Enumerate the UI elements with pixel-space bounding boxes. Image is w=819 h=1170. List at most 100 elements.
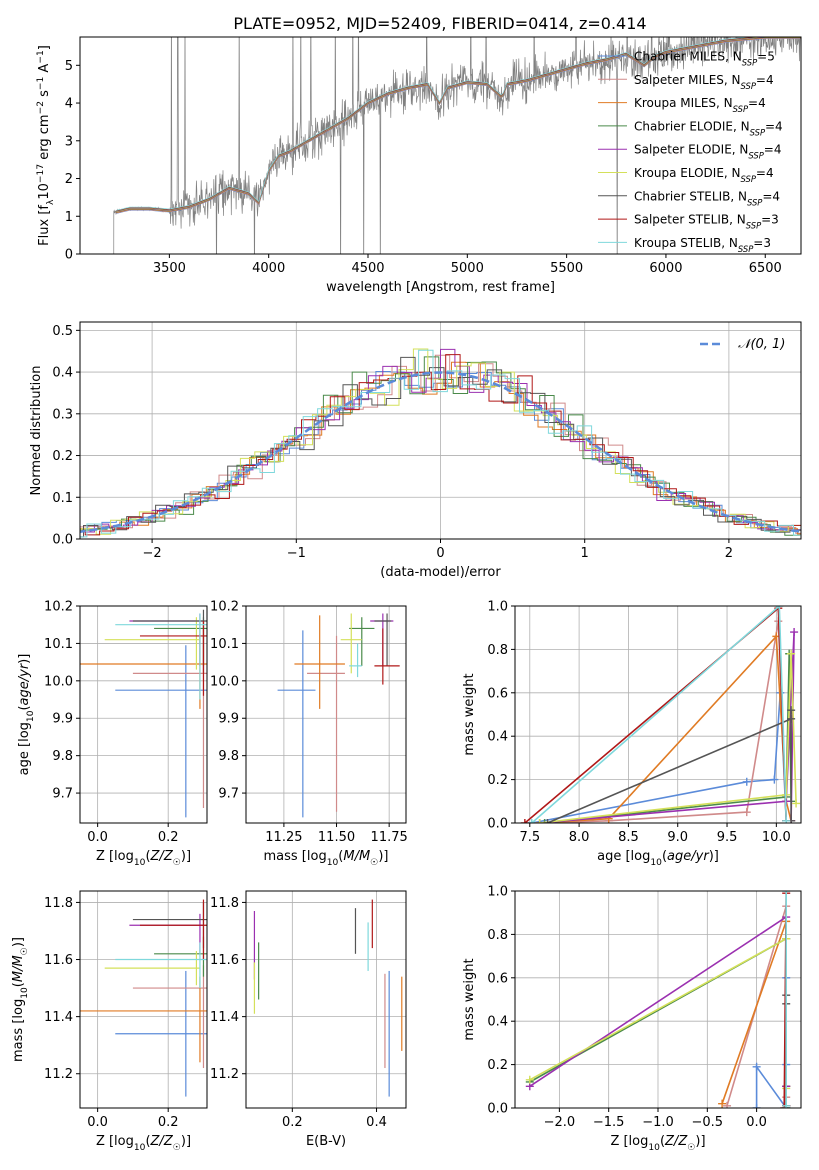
legend-part: =4 — [748, 96, 766, 110]
age-z-ytick-label-0: 9.7 — [52, 787, 73, 802]
age-z-xlabel-part: )] — [181, 849, 191, 864]
legend-part: SSP — [747, 197, 763, 207]
spectrum-ylabel-part: A — [37, 64, 52, 77]
age-z-errorbar-7 — [139, 620, 207, 696]
mass-z-axes: 0.0 0.211.211.411.611.8Z [log10(Z/Z☉)]mas… — [11, 890, 208, 1153]
age-mass-errorbar-8 — [349, 643, 362, 678]
weight-z-ytick-label-3: 0.6 — [487, 971, 508, 986]
age-z-errorbar-2 — [80, 634, 207, 709]
weight-z-marker-8-2 — [782, 1101, 791, 1108]
mass-z-ytick-label-1: 11.4 — [44, 1010, 73, 1025]
age-mass-xtick-label-2: 11.75 — [371, 830, 408, 845]
age-z-ylabel: age [log10(age/yr)] — [17, 654, 36, 776]
weight-z-xlabel-part: Z [log — [610, 1134, 648, 1149]
spectrum-legend-label-8: Kroupa STELIB, NSSP=3 — [634, 236, 771, 254]
resid-ytick-label-0: 0.0 — [52, 533, 73, 548]
weight-age-line-1 — [539, 621, 787, 823]
spectrum-ytick-label-4: 4 — [65, 97, 73, 112]
age-mass-errorbar-3 — [349, 617, 375, 666]
weight-z-marker-0-0 — [752, 1104, 761, 1108]
mass-z-errorbar-2 — [80, 976, 207, 1063]
weight-z-xtick-label-1: −1.5 — [593, 1115, 625, 1130]
mass-z-errorbar-7 — [139, 899, 207, 960]
age-z-xlabel-part: Z [log — [96, 849, 134, 864]
mass-ebv-frame — [245, 890, 407, 1109]
mass-z-ylabel-part: 10 — [20, 987, 30, 999]
mass-z-plot — [80, 899, 207, 1097]
age-z-plot — [80, 609, 207, 818]
resid-hist-0 — [80, 371, 801, 531]
age-mass-errorbar-7 — [374, 628, 400, 685]
spectrum-data-line — [80, 37, 801, 254]
mass-z-ylabel-part: ☉ — [20, 947, 30, 955]
mass-z-errorbar-8 — [115, 942, 207, 989]
weight-age-line-7 — [524, 606, 787, 823]
weight-z-axes: −2.0 −1.5 −1.0 −0.5 0.0 0.0 0.2 0.4 0.6 0.8 1.0 Z [… — [462, 885, 802, 1153]
age-mass-errorbar-5 — [340, 613, 362, 674]
age-mass-frame — [245, 605, 407, 824]
legend-part: Salpeter MILES, N — [634, 73, 741, 87]
age-z-xlabel-part: 10 — [134, 858, 146, 868]
weight-age-line-2 — [539, 634, 792, 823]
spectrum-ylabel-part: s — [37, 90, 52, 101]
weight-z-xtick-label-4: 0.0 — [746, 1115, 767, 1130]
spectrum-xtick-label-6: 6500 — [749, 261, 782, 276]
mass-ebv-axes: 0.2 0.4 11.2 11.4 11.6 11.8 E(B-V) — [210, 890, 407, 1149]
legend-part: Chabrier MILES, N — [634, 50, 742, 64]
age-mass-errorbar-2 — [294, 615, 345, 709]
spectrum-xtick-label-4: 5500 — [550, 261, 583, 276]
spectrum-ylabel-part: ] — [37, 45, 52, 50]
spectrum-xtick-label-5: 6000 — [649, 261, 682, 276]
weight-age-xtick-label-3: 9.0 — [667, 830, 688, 845]
legend-part: SSP — [750, 127, 766, 137]
weight-age-marker-5-2 — [787, 649, 796, 658]
resid-ylabel: Normed distribution — [29, 366, 44, 496]
spectrum-xlabel: wavelength [Angstrom, rest frame] — [326, 280, 555, 295]
weight-z-xtick-label-2: −1.0 — [642, 1115, 674, 1130]
plots-root: 3500 4000 4500 5000 5500 6000 6500 0 1 2 3 4 5 wavele… — [11, 36, 802, 1153]
age-mass-ytick-label-3: 10.0 — [210, 674, 239, 689]
spectrum-legend-label-5: Kroupa ELODIE, NSSP=4 — [634, 166, 774, 184]
mass-z-ylabel-part: mass [log — [11, 999, 26, 1062]
weight-age-xlabel: age [log10(age/yr)] — [597, 849, 719, 868]
weight-z-xlabel-part: ( — [660, 1134, 665, 1149]
age-z-ytick-label-5: 10.2 — [44, 600, 73, 615]
spectrum-ytick-label-1: 1 — [65, 210, 73, 225]
age-mass-ytick-label-0: 9.7 — [218, 787, 239, 802]
resid-ytick-label-1: 0.1 — [52, 491, 73, 506]
age-z-xlabel-part: ☉ — [173, 858, 181, 868]
spectrum-legend-label-3: Chabrier ELODIE, NSSP=4 — [634, 119, 783, 137]
mass-z-errorbar-1 — [132, 965, 207, 1069]
age-z-ylabel-part: 10 — [26, 710, 36, 722]
mass-z-ytick-label-3: 11.8 — [44, 896, 73, 911]
resid-xtick-label-1: −1 — [287, 546, 306, 561]
spectrum-ylabel-part: −1 — [36, 77, 46, 90]
age-mass-xlabel-part: )] — [378, 849, 388, 864]
spectrum-ylabel-part: λ — [46, 199, 56, 205]
mass-z-xlabel: Z [log10(Z/Z☉)] — [96, 1134, 191, 1153]
weight-z-xlabel-part: )] — [695, 1134, 705, 1149]
weight-age-axes: 7.5 8.0 8.5 9.0 9.5 10.0 0.0 0.2 0.4 0.6 0.8 1.0 age… — [462, 600, 802, 868]
legend-part: Kroupa ELODIE, N — [634, 166, 741, 180]
mass-z-ylabel: mass [log10(M/M☉)] — [11, 937, 30, 1062]
resid-xlabel-part: (data-model)/error — [380, 565, 501, 580]
mass-ebv-xlabel: E(B-V) — [306, 1134, 346, 1149]
weight-z-ylabel-part: mass weight — [462, 958, 477, 1040]
weight-z-ytick-label-5: 1.0 — [487, 885, 508, 900]
spectrum-model-line-8 — [115, 37, 754, 211]
mass-ebv-ytick-label-0: 11.2 — [210, 1067, 239, 1082]
legend-part: =4 — [756, 73, 774, 87]
spectrum-xtick-label-2: 4500 — [351, 261, 384, 276]
age-z-ylabel-part: ( — [17, 705, 32, 710]
legend-part: =4 — [762, 189, 780, 203]
resid-ytick-label-2: 0.2 — [52, 449, 73, 464]
weight-z-ylabel: mass weight — [462, 958, 477, 1040]
resid-hist-8 — [80, 349, 801, 538]
legend-part: SSP — [741, 174, 757, 184]
legend-part: =3 — [761, 213, 779, 227]
weight-age-marker-6-0 — [543, 819, 552, 823]
mass-z-xlabel-part: 10 — [134, 1143, 146, 1153]
spectrum-axes: 3500 4000 4500 5000 5500 6000 6500 0 1 2 3 4 5 wavele… — [36, 36, 802, 295]
mass-z-ytick-label-0: 11.2 — [44, 1067, 73, 1082]
age-mass-xlabel-part: mass [log — [264, 849, 327, 864]
